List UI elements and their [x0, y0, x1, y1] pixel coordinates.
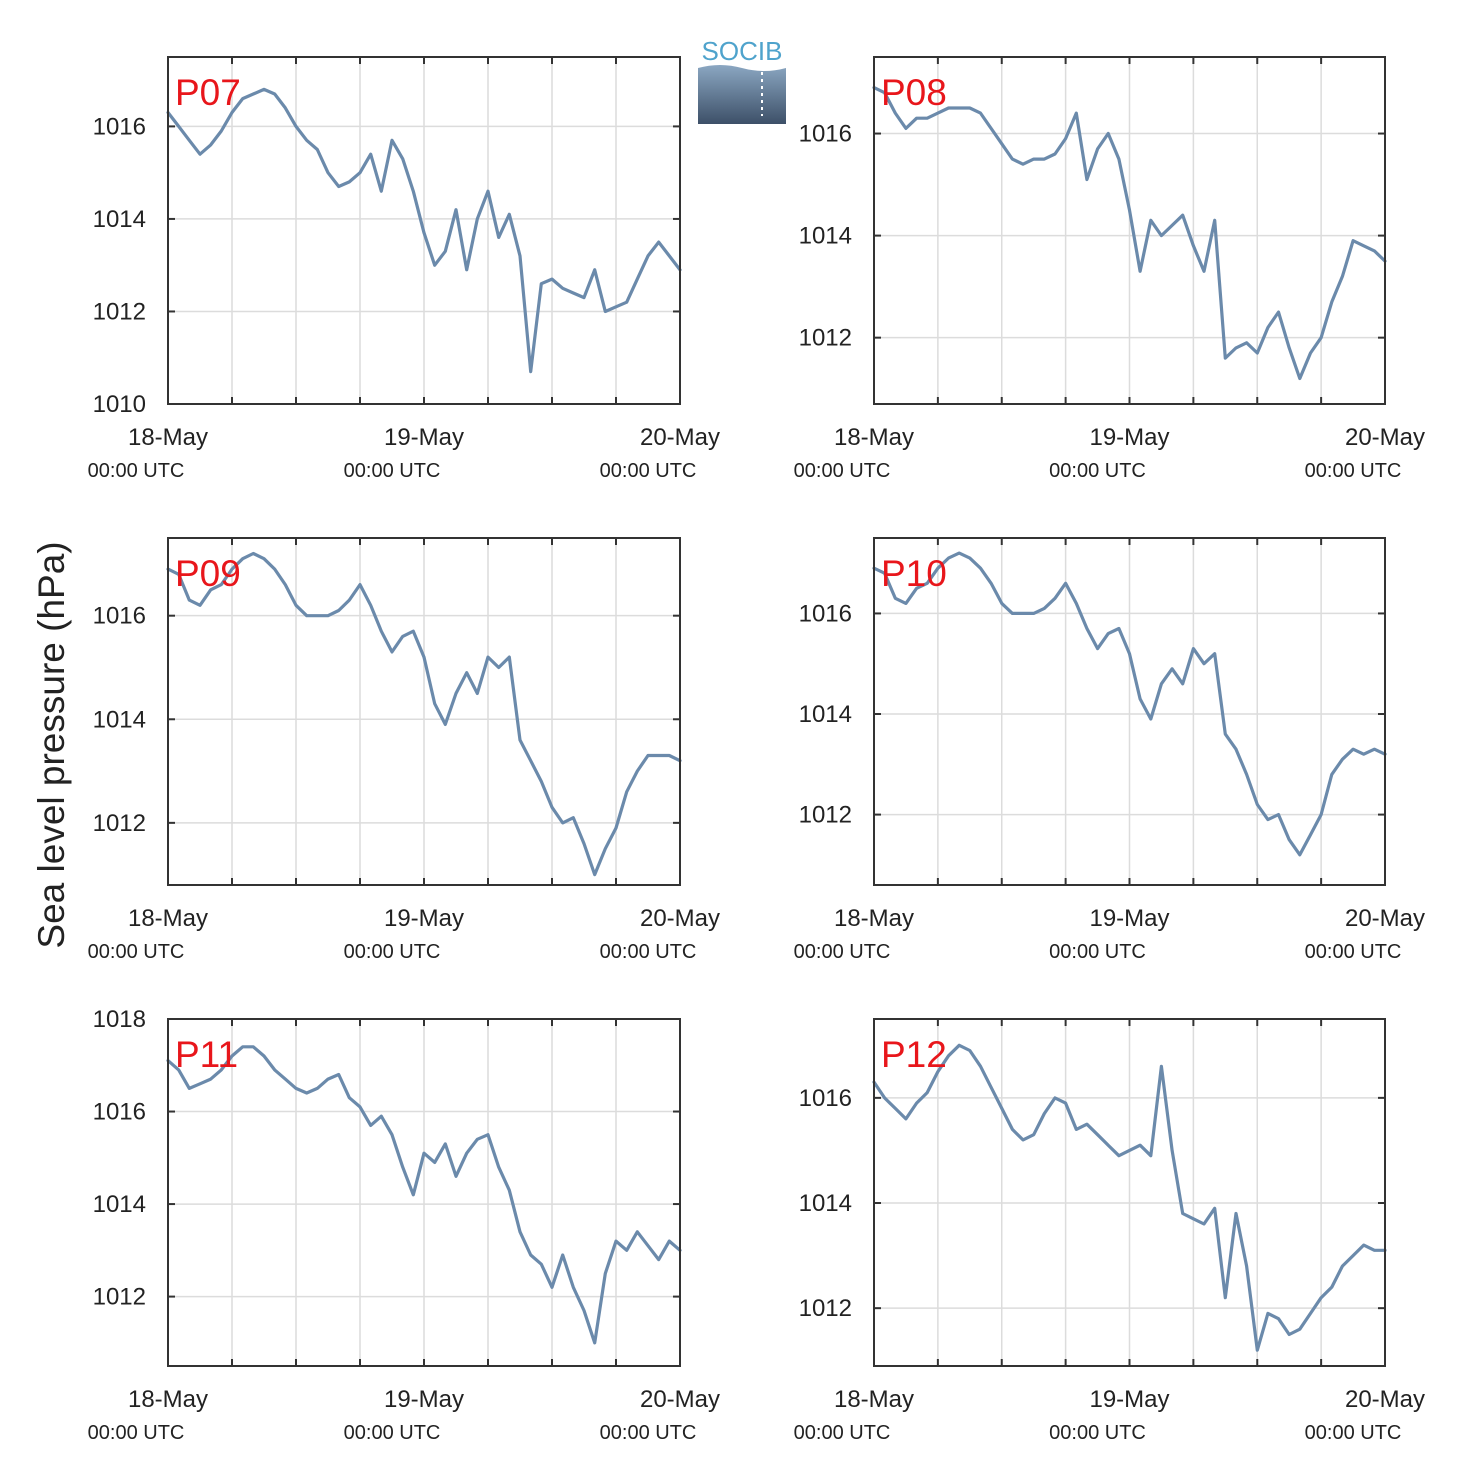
panel-p08: 1012 1014 1016 18-May 00:00 UTC 19-May 00:00 U…	[794, 56, 1425, 482]
panel-p10: 1012 1014 1016 18-May 00:00 UTC 19-May 00:00 U…	[794, 537, 1425, 963]
series-line-p11	[166, 1045, 682, 1345]
x-tick-time-label: 00:00 UTC	[344, 941, 441, 963]
x-tick-label: 19-May	[384, 905, 464, 932]
x-tick-time-label: 00:00 UTC	[1305, 460, 1402, 482]
x-tick-label: 20-May	[640, 1386, 720, 1413]
x-tick-time-label: 00:00 UTC	[600, 460, 697, 482]
socib-logo: SOCIB	[698, 36, 786, 124]
y-tick-label: 1012	[93, 1284, 146, 1311]
y-tick-label: 1016	[799, 121, 852, 148]
x-tick-time-label: 00:00 UTC	[1049, 941, 1146, 963]
y-tick-label: 1016	[93, 113, 146, 140]
x-tick-time-label: 00:00 UTC	[1049, 1422, 1146, 1444]
x-tick-time-label: 00:00 UTC	[88, 1422, 185, 1444]
series-line-p12	[872, 1043, 1387, 1352]
x-tick-label: 18-May	[128, 424, 208, 451]
x-tick-time-label: 00:00 UTC	[1305, 1422, 1402, 1444]
station-label: P07	[175, 72, 241, 113]
series-line-p10	[872, 551, 1387, 857]
x-tick-label: 20-May	[1345, 1386, 1425, 1413]
x-tick-time-label: 00:00 UTC	[1305, 941, 1402, 963]
station-label: P10	[881, 553, 947, 594]
plot-frame	[873, 1018, 1386, 1367]
plot-frame	[873, 537, 1386, 886]
x-tick-label: 20-May	[640, 424, 720, 451]
y-axis-label: Sea level pressure (hPa)	[31, 541, 72, 948]
panels: 1010 1012 1014 1016 18-May 00:00 UTC 19-May 00:…	[88, 56, 1425, 1444]
station-label: P09	[175, 553, 241, 594]
x-tick-time-label: 00:00 UTC	[600, 1422, 697, 1444]
y-tick-label: 1012	[799, 1295, 852, 1322]
x-tick-time-label: 00:00 UTC	[88, 460, 185, 482]
x-tick-time-label: 00:00 UTC	[344, 1422, 441, 1444]
panel-p09: 1012 1014 1016 18-May 00:00 UTC 19-May 00:00 U…	[88, 537, 720, 963]
y-tick-label: 1016	[799, 1085, 852, 1112]
station-label: P08	[881, 72, 947, 113]
plot-frame	[167, 1018, 681, 1367]
series-line-p09	[166, 551, 682, 877]
logo-text: SOCIB	[702, 36, 783, 66]
plot-frame	[167, 56, 681, 405]
x-tick-label: 19-May	[1089, 424, 1169, 451]
station-label: P11	[175, 1034, 238, 1075]
x-tick-label: 18-May	[128, 905, 208, 932]
y-tick-label: 1012	[93, 298, 146, 325]
x-tick-time-label: 00:00 UTC	[794, 460, 891, 482]
series-line-p08	[872, 85, 1387, 381]
y-tick-label: 1012	[799, 802, 852, 829]
plot-frame	[873, 56, 1386, 405]
y-tick-label: 1014	[93, 206, 146, 233]
x-tick-label: 19-May	[384, 1386, 464, 1413]
panel-p07: 1010 1012 1014 1016 18-May 00:00 UTC 19-May 00:…	[88, 56, 720, 482]
x-tick-label: 19-May	[1089, 1386, 1169, 1413]
x-tick-label: 18-May	[834, 424, 914, 451]
y-tick-label: 1014	[93, 1191, 146, 1218]
x-tick-label: 20-May	[1345, 424, 1425, 451]
y-tick-label: 1014	[799, 1190, 852, 1217]
x-tick-label: 19-May	[1089, 905, 1169, 932]
x-tick-label: 20-May	[640, 905, 720, 932]
y-tick-label: 1014	[799, 223, 852, 250]
y-tick-label: 1016	[799, 600, 852, 627]
x-tick-time-label: 00:00 UTC	[794, 1422, 891, 1444]
x-tick-label: 20-May	[1345, 905, 1425, 932]
panel-p11: 1012 1014 1016 1018 18-May 00:00 UTC 19-May 00:…	[88, 1006, 720, 1444]
x-tick-label: 18-May	[128, 1386, 208, 1413]
y-tick-label: 1014	[93, 706, 146, 733]
x-tick-time-label: 00:00 UTC	[344, 460, 441, 482]
station-label: P12	[881, 1034, 947, 1075]
x-tick-label: 18-May	[834, 1386, 914, 1413]
y-tick-label: 1016	[93, 603, 146, 630]
plot-frame	[167, 537, 681, 886]
x-tick-time-label: 00:00 UTC	[600, 941, 697, 963]
x-tick-time-label: 00:00 UTC	[88, 941, 185, 963]
y-tick-label: 1012	[799, 325, 852, 352]
y-tick-label: 1016	[93, 1099, 146, 1126]
y-tick-label: 1010	[93, 391, 146, 418]
y-tick-label: 1012	[93, 810, 146, 837]
y-tick-label: 1014	[799, 701, 852, 728]
panel-p12: 1012 1014 1016 18-May 00:00 UTC 19-May 00:00 U…	[794, 1018, 1425, 1444]
y-tick-label: 1018	[93, 1006, 146, 1033]
series-line-p07	[166, 87, 682, 374]
x-tick-label: 19-May	[384, 424, 464, 451]
x-tick-time-label: 00:00 UTC	[1049, 460, 1146, 482]
x-tick-label: 18-May	[834, 905, 914, 932]
x-tick-time-label: 00:00 UTC	[794, 941, 891, 963]
